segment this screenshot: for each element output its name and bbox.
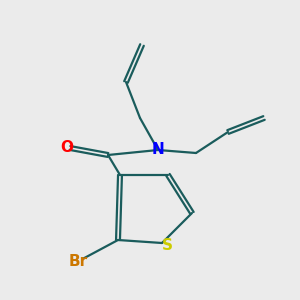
Text: S: S [162, 238, 173, 253]
Text: Br: Br [68, 254, 88, 269]
Text: N: N [152, 142, 164, 158]
Text: O: O [61, 140, 74, 155]
